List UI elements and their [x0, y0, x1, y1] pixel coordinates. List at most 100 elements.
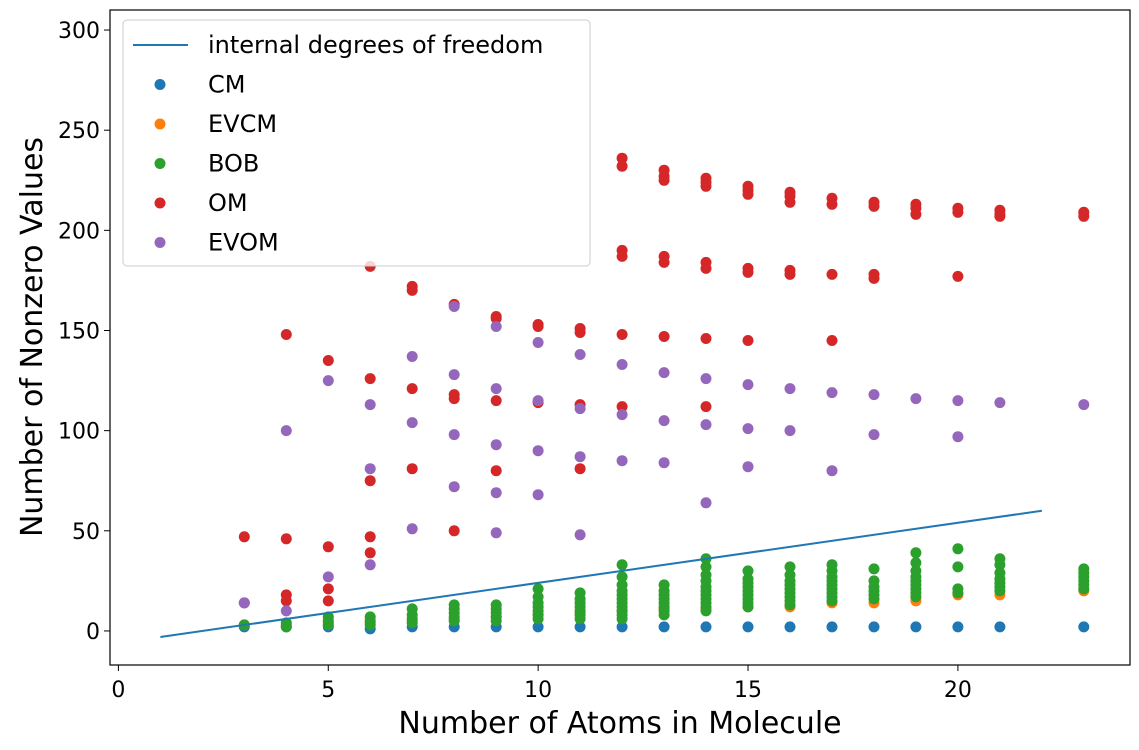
point-om	[322, 595, 334, 607]
point-cm	[742, 621, 754, 633]
line-internal-degrees-of-freedom	[160, 509, 1042, 638]
point-bob	[616, 579, 628, 591]
point-bob	[364, 611, 376, 623]
point-evom	[490, 527, 502, 539]
point-bob	[700, 561, 712, 573]
point-evom	[700, 497, 712, 509]
point-bob	[784, 569, 796, 581]
point-evom	[574, 451, 586, 463]
point-bob	[868, 563, 880, 575]
point-cm	[910, 621, 922, 633]
y-tick-label: 250	[58, 119, 100, 144]
point-evom	[826, 465, 838, 477]
point-om	[616, 329, 628, 340]
legend-swatch-cm	[154, 79, 166, 90]
point-evom	[490, 439, 502, 451]
point-evom	[616, 455, 628, 467]
point-bob	[700, 569, 712, 581]
point-om	[406, 463, 418, 475]
point-om	[952, 206, 964, 218]
x-tick-label: 15	[734, 678, 762, 703]
plot-frame	[109, 9, 1131, 666]
point-cm	[784, 621, 796, 633]
point-bob	[532, 591, 544, 603]
point-evom	[658, 415, 670, 427]
point-evom	[448, 429, 460, 441]
point-om	[700, 333, 712, 344]
point-bob	[532, 583, 544, 595]
series-om	[238, 152, 1090, 609]
point-om	[826, 198, 838, 210]
legend-label-bob: BOB	[208, 150, 259, 178]
point-cm	[868, 621, 880, 633]
point-bob	[952, 561, 964, 573]
point-bob	[826, 559, 838, 571]
point-evom	[280, 425, 292, 437]
point-evom	[658, 457, 670, 469]
series-evom	[238, 301, 1090, 617]
point-bob	[574, 587, 586, 599]
point-om	[700, 401, 712, 413]
point-om	[994, 210, 1006, 222]
legend-label-cm: CM	[208, 71, 245, 99]
point-cm	[994, 621, 1006, 633]
point-om	[322, 355, 334, 366]
point-om	[868, 200, 880, 212]
point-bob	[1078, 563, 1090, 575]
point-om	[658, 256, 670, 268]
point-evom	[532, 445, 544, 457]
point-om	[364, 475, 376, 487]
point-cm	[1078, 621, 1090, 633]
point-cm	[658, 621, 670, 633]
point-evom	[616, 409, 628, 421]
point-bob	[868, 575, 880, 587]
point-evom	[700, 419, 712, 431]
point-evom	[826, 387, 838, 399]
point-evom	[364, 399, 376, 411]
point-om	[952, 270, 964, 282]
point-om	[364, 373, 376, 385]
point-bob	[742, 573, 754, 585]
point-om	[574, 327, 586, 338]
point-bob	[910, 547, 922, 559]
point-om	[616, 160, 628, 172]
point-evom	[448, 481, 460, 493]
point-om	[658, 331, 670, 342]
point-om	[280, 595, 292, 607]
point-cm	[574, 621, 586, 633]
point-om	[448, 525, 460, 537]
point-evom	[448, 369, 460, 381]
point-cm	[616, 621, 628, 633]
point-evom	[868, 429, 880, 441]
point-evom	[406, 417, 418, 429]
point-om	[910, 208, 922, 220]
point-evom	[406, 351, 418, 362]
point-om	[616, 152, 628, 164]
x-tick-label: 10	[524, 678, 552, 703]
point-bob	[994, 553, 1006, 565]
point-om	[616, 401, 628, 413]
point-om	[406, 284, 418, 296]
point-om	[490, 465, 502, 477]
y-tick-label: 200	[58, 219, 100, 244]
point-evom	[574, 349, 586, 360]
point-om	[532, 321, 544, 332]
point-evom	[742, 461, 754, 473]
y-tick-label: 100	[58, 420, 100, 445]
point-om	[742, 188, 754, 200]
legend-label-om: OM	[208, 189, 248, 217]
point-bob	[910, 557, 922, 569]
point-evom	[952, 395, 964, 407]
point-evom	[490, 487, 502, 499]
y-tick-label: 300	[58, 19, 100, 44]
point-om	[616, 250, 628, 262]
point-om	[364, 531, 376, 543]
point-evom	[490, 383, 502, 395]
x-axis-title: Number of Atoms in Molecule	[398, 706, 841, 741]
point-evom	[952, 431, 964, 443]
y-tick-label: 0	[86, 620, 100, 645]
point-evom	[910, 393, 922, 405]
point-evom	[700, 373, 712, 385]
